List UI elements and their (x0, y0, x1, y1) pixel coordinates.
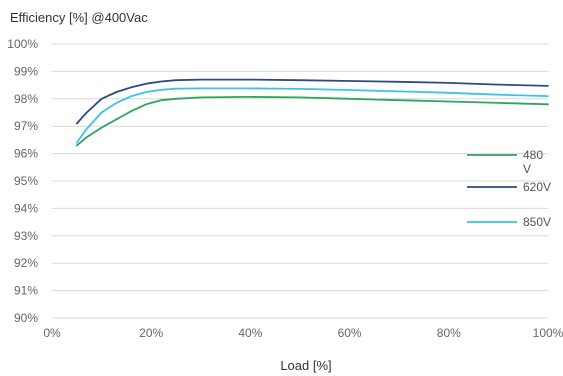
y-tick-label: 97% (14, 119, 38, 133)
legend-label: 620V (523, 180, 551, 194)
series-line-1 (75, 78, 549, 125)
y-tick-label: 96% (14, 147, 38, 161)
legend: 480 V 620V 850V (467, 148, 551, 229)
x-tick-labels: 0% 20% 40% 60% 80% 100% (43, 326, 563, 340)
x-tick-label: 20% (139, 326, 163, 340)
chart-title: Efficiency [%] @400Vac (10, 10, 148, 25)
x-axis-title: Load [%] (280, 358, 331, 373)
legend-label: 850V (523, 215, 551, 229)
y-tick-label: 98% (14, 92, 38, 106)
y-tick-label: 92% (14, 256, 38, 270)
gridlines (52, 43, 548, 319)
series-lines (75, 78, 549, 147)
y-tick-label: 94% (14, 201, 38, 215)
y-tick-label: 95% (14, 174, 38, 188)
x-tick-label: 60% (338, 326, 362, 340)
series-line-2 (75, 87, 549, 144)
y-tick-label: 90% (14, 311, 38, 325)
y-tick-label: 100% (7, 37, 38, 51)
y-tick-label: 91% (14, 284, 38, 298)
x-tick-label: 100% (533, 326, 563, 340)
legend-label: 480 V (523, 148, 543, 176)
y-tick-labels: 90% 91% 92% 93% 94% 95% 96% 97% 98% 99% 100% (7, 37, 38, 325)
x-tick-label: 80% (437, 326, 461, 340)
series-line-0 (75, 96, 549, 147)
x-tick-label: 0% (43, 326, 61, 340)
y-tick-label: 93% (14, 229, 38, 243)
y-tick-label: 99% (14, 64, 38, 78)
x-tick-label: 40% (238, 326, 262, 340)
